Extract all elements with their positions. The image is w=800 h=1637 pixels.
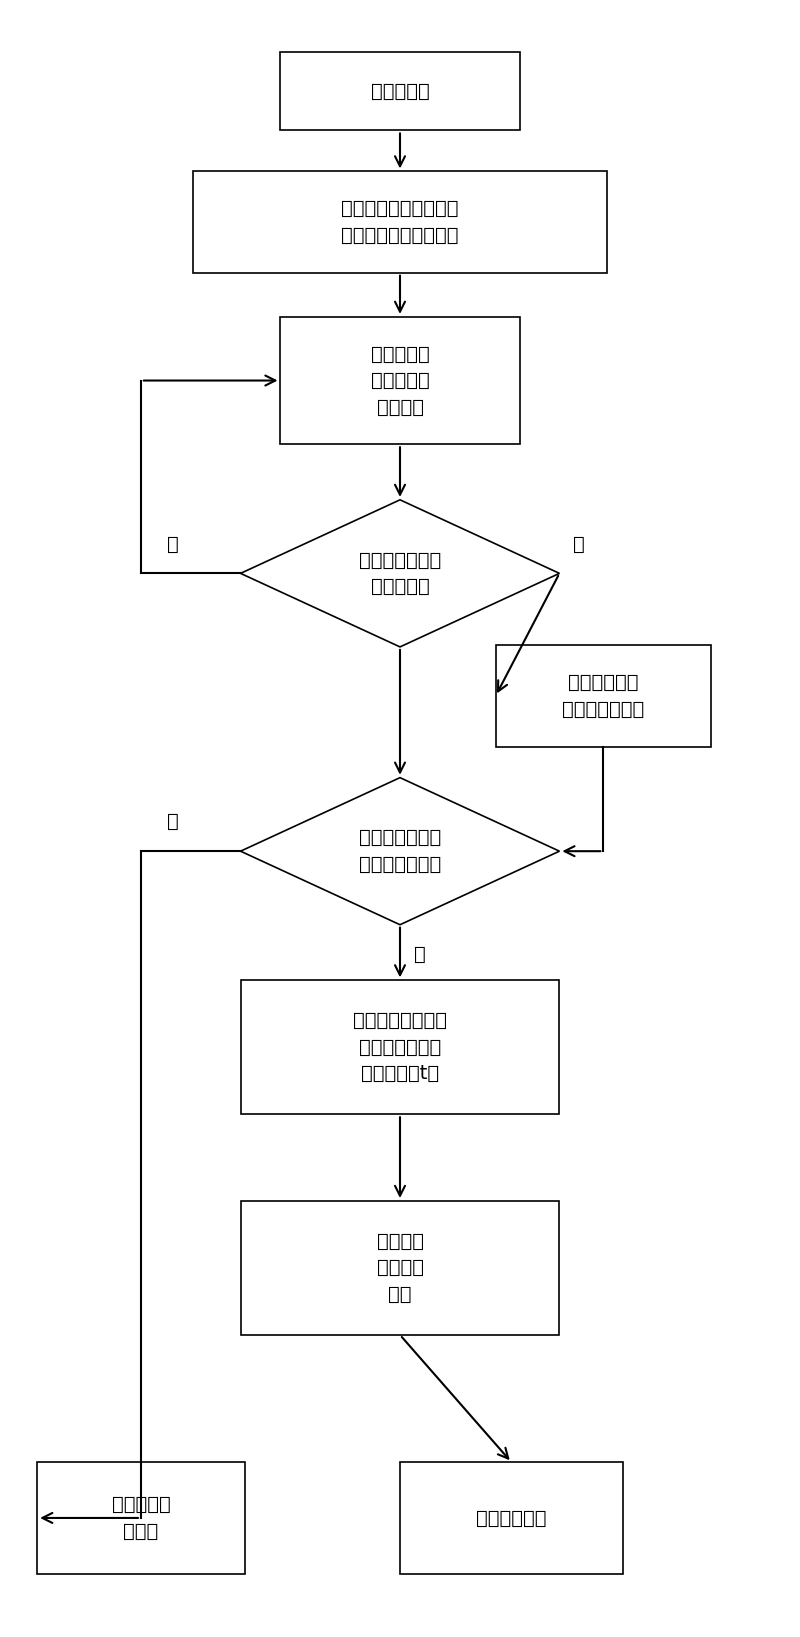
Text: 是: 是 xyxy=(167,812,178,832)
FancyBboxPatch shape xyxy=(38,1462,245,1573)
Text: 确定诊断结果: 确定诊断结果 xyxy=(476,1508,547,1527)
Text: 本地发生短
路故障: 本地发生短 路故障 xyxy=(111,1495,170,1540)
Polygon shape xyxy=(241,778,559,925)
Text: 建立模式化多层次多校
准短路故障定位规则库: 建立模式化多层次多校 准短路故障定位规则库 xyxy=(342,200,458,246)
FancyBboxPatch shape xyxy=(241,1202,559,1334)
Text: 是: 是 xyxy=(574,534,586,553)
Text: 实时监测本
地电流、电
压等信息: 实时监测本 地电流、电 压等信息 xyxy=(370,344,430,416)
Text: 发送信息至相
邻、上级智能体: 发送信息至相 邻、上级智能体 xyxy=(562,673,645,719)
Text: 等待接收相邻智能
体电流越限信号
（延时时间t）: 等待接收相邻智能 体电流越限信号 （延时时间t） xyxy=(353,1012,447,1084)
Text: 本地是否有短路
故障预警信号？: 本地是否有短路 故障预警信号？ xyxy=(359,828,441,874)
FancyBboxPatch shape xyxy=(241,981,559,1115)
Text: 多重校准
分析诊断
推理: 多重校准 分析诊断 推理 xyxy=(377,1233,423,1305)
FancyBboxPatch shape xyxy=(496,645,711,746)
Text: 配置智能体: 配置智能体 xyxy=(370,82,430,101)
FancyBboxPatch shape xyxy=(400,1462,623,1573)
Text: 本地电流、电压
是否越限？: 本地电流、电压 是否越限？ xyxy=(359,550,441,596)
Text: 否: 否 xyxy=(414,945,426,964)
FancyBboxPatch shape xyxy=(281,52,519,131)
FancyBboxPatch shape xyxy=(281,318,519,444)
FancyBboxPatch shape xyxy=(193,172,607,273)
Text: 否: 否 xyxy=(167,534,178,553)
Polygon shape xyxy=(241,499,559,647)
